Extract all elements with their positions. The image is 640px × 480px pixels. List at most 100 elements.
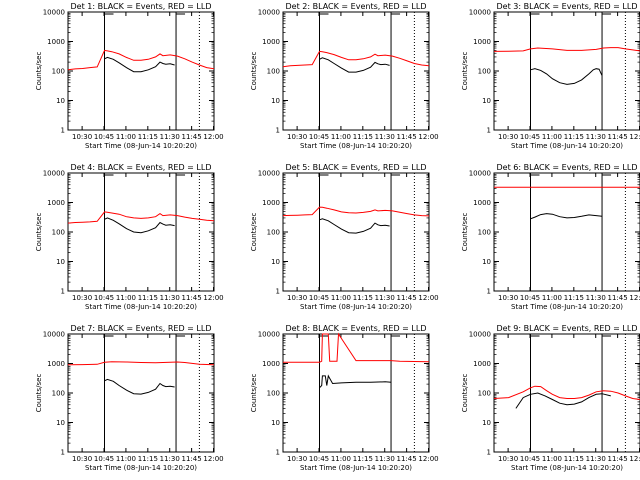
x-tick-label: 11:45 bbox=[182, 133, 202, 141]
x-tick-label: 11:15 bbox=[564, 455, 584, 463]
x-tick-label: 11:30 bbox=[586, 133, 606, 141]
x-tick-label: 11:15 bbox=[138, 455, 158, 463]
x-tick-label: 11:15 bbox=[353, 133, 373, 141]
y-tick-label: 10000 bbox=[469, 9, 491, 17]
plot-frame bbox=[67, 172, 215, 292]
y-tick-label: 1 bbox=[487, 127, 491, 135]
x-tick-label: 12:00 bbox=[418, 455, 438, 463]
y-tick-label: 1 bbox=[276, 288, 280, 296]
y-tick-label: 10000 bbox=[258, 9, 280, 17]
x-tick-label: 12:00 bbox=[418, 133, 438, 141]
y-tick-label: 100 bbox=[267, 68, 280, 76]
x-tick-label: 11:15 bbox=[353, 294, 373, 302]
y-tick-label: 1 bbox=[276, 449, 280, 457]
x-tick-label: 10:45 bbox=[94, 133, 114, 141]
x-tick-label: 11:30 bbox=[160, 294, 180, 302]
x-tick-label: 11:15 bbox=[564, 294, 584, 302]
x-tick-label: 10:30 bbox=[72, 294, 92, 302]
x-tick-label: 11:00 bbox=[116, 455, 136, 463]
y-tick-label: 100 bbox=[52, 390, 65, 398]
panel-det-5: Det 5: BLACK = Events, RED = LLD 1 10 100 10… bbox=[250, 163, 439, 311]
series-lld-line bbox=[493, 385, 640, 400]
x-axis-label: Start Time (08-Jun-14 10:20:20) bbox=[511, 464, 623, 472]
panel-title: Det 9: BLACK = Events, RED = LLD bbox=[497, 324, 638, 333]
series-lld-line bbox=[67, 49, 215, 71]
x-tick-label: 10:30 bbox=[287, 294, 307, 302]
series-lld-line bbox=[283, 332, 430, 363]
x-axis-label: Start Time (08-Jun-14 10:20:20) bbox=[300, 142, 412, 150]
y-tick-label: 10 bbox=[271, 97, 280, 105]
x-tick-label: 10:45 bbox=[94, 455, 114, 463]
panel-det-6: Det 6: BLACK = Events, RED = LLD 1 10 100 10… bbox=[461, 163, 640, 311]
y-tick-label: 10 bbox=[271, 258, 280, 266]
y-tick-label: 1 bbox=[487, 449, 491, 457]
x-tick-label: 10:30 bbox=[498, 133, 518, 141]
x-tick-label: 11:30 bbox=[375, 133, 395, 141]
x-tick-label: 10:30 bbox=[287, 133, 307, 141]
x-tick-label: 10:45 bbox=[520, 133, 540, 141]
x-tick-label: 10:45 bbox=[309, 133, 329, 141]
y-tick-label: 100 bbox=[52, 229, 65, 237]
x-tick-label: 11:00 bbox=[331, 294, 351, 302]
x-tick-label: 11:15 bbox=[564, 133, 584, 141]
series-events-line bbox=[319, 374, 392, 389]
y-tick-label: 1000 bbox=[47, 38, 65, 46]
x-tick-label: 11:30 bbox=[160, 455, 180, 463]
x-tick-label: 11:00 bbox=[542, 455, 562, 463]
y-tick-label: 100 bbox=[478, 68, 491, 76]
series-events-line bbox=[104, 217, 175, 234]
plot-frame bbox=[493, 11, 640, 131]
y-tick-label: 10000 bbox=[258, 170, 280, 178]
plot-frame bbox=[493, 172, 640, 292]
panel-title: Det 5: BLACK = Events, RED = LLD bbox=[286, 163, 427, 172]
panel-title: Det 3: BLACK = Events, RED = LLD bbox=[497, 2, 638, 11]
x-axis-label: Start Time (08-Jun-14 10:20:20) bbox=[511, 142, 623, 150]
series-lld-line bbox=[493, 47, 640, 52]
panel-det-2: Det 2: BLACK = Events, RED = LLD 1 10 100 10… bbox=[250, 2, 439, 150]
y-tick-label: 1000 bbox=[262, 38, 280, 46]
series-events-line bbox=[319, 218, 390, 234]
y-tick-label: 1000 bbox=[473, 199, 491, 207]
panel-title: Det 1: BLACK = Events, RED = LLD bbox=[71, 2, 212, 11]
y-tick-label: 10 bbox=[56, 97, 65, 105]
y-tick-label: 10 bbox=[56, 258, 65, 266]
series-lld-line bbox=[67, 211, 215, 224]
x-tick-label: 12:00 bbox=[629, 133, 640, 141]
x-tick-label: 11:45 bbox=[608, 455, 628, 463]
y-tick-label: 1000 bbox=[47, 360, 65, 368]
y-tick-label: 1000 bbox=[262, 199, 280, 207]
x-tick-label: 11:00 bbox=[116, 133, 136, 141]
plot-frame bbox=[67, 333, 215, 453]
x-tick-label: 10:45 bbox=[520, 455, 540, 463]
panel-det-4: Det 4: BLACK = Events, RED = LLD 1 10 100 10… bbox=[35, 163, 224, 311]
y-tick-label: 10 bbox=[482, 97, 491, 105]
panel-det-9: Det 9: BLACK = Events, RED = LLD 1 10 100 10… bbox=[461, 324, 640, 472]
x-axis-label: Start Time (08-Jun-14 10:20:20) bbox=[511, 303, 623, 311]
y-axis-label: Counts/sec bbox=[35, 213, 43, 252]
x-tick-label: 11:30 bbox=[375, 455, 395, 463]
y-tick-label: 10000 bbox=[258, 331, 280, 339]
series-events-line bbox=[530, 68, 603, 85]
x-tick-label: 10:30 bbox=[72, 455, 92, 463]
y-tick-label: 1000 bbox=[473, 38, 491, 46]
x-tick-label: 11:00 bbox=[116, 294, 136, 302]
y-tick-label: 10000 bbox=[469, 170, 491, 178]
x-tick-label: 11:30 bbox=[586, 455, 606, 463]
x-tick-label: 12:00 bbox=[629, 455, 640, 463]
x-tick-label: 11:45 bbox=[608, 133, 628, 141]
y-axis-label: Counts/sec bbox=[461, 52, 469, 91]
y-axis-label: Counts/sec bbox=[250, 374, 258, 413]
y-tick-label: 1 bbox=[276, 127, 280, 135]
x-tick-label: 11:30 bbox=[586, 294, 606, 302]
x-tick-label: 12:00 bbox=[203, 294, 223, 302]
y-axis-label: Counts/sec bbox=[35, 52, 43, 91]
plot-frame bbox=[67, 11, 215, 131]
x-tick-label: 11:45 bbox=[182, 455, 202, 463]
x-tick-label: 11:15 bbox=[138, 133, 158, 141]
y-axis-label: Counts/sec bbox=[250, 52, 258, 91]
panel-title: Det 6: BLACK = Events, RED = LLD bbox=[497, 163, 638, 172]
x-tick-label: 10:30 bbox=[498, 455, 518, 463]
y-axis-label: Counts/sec bbox=[461, 213, 469, 252]
x-tick-label: 10:45 bbox=[94, 294, 114, 302]
